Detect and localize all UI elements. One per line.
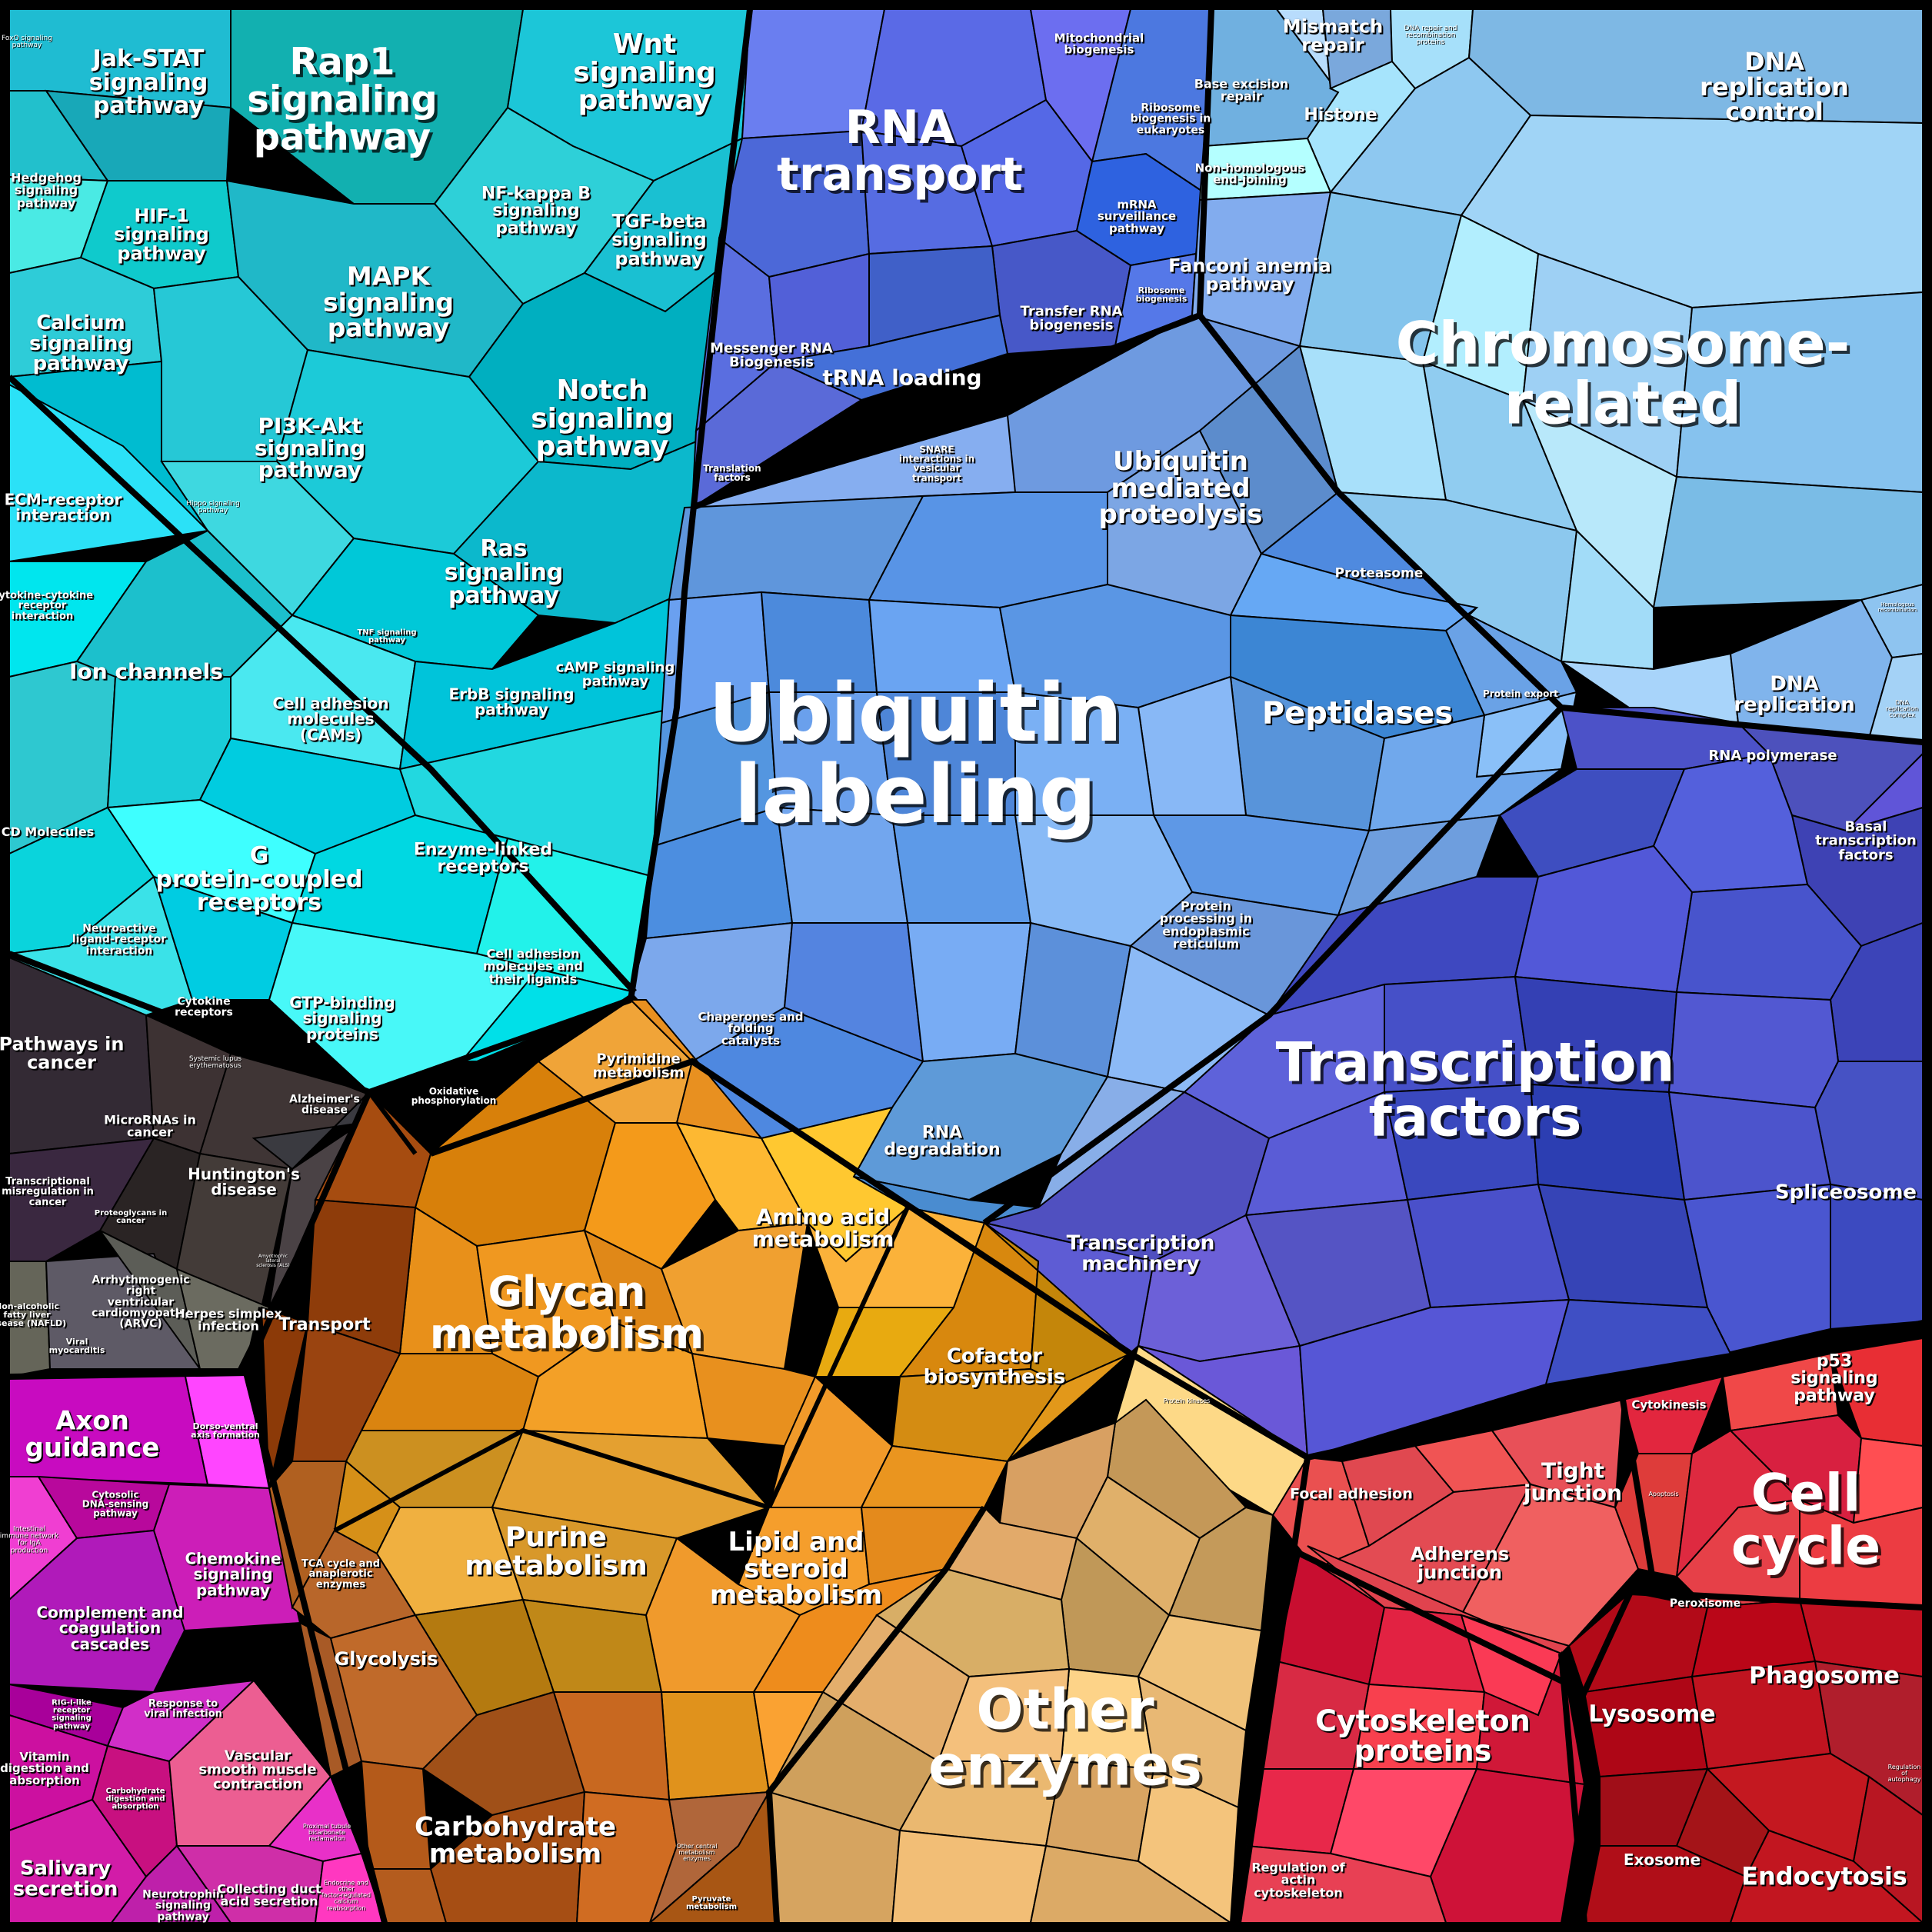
region-disease	[8, 956, 371, 1378]
region-immune	[8, 1371, 386, 1924]
region-ubiquitin	[629, 314, 1578, 1224]
region-other-enzymes	[768, 1344, 1309, 1924]
region-rna	[691, 8, 1213, 509]
region-dna	[1191, 8, 1924, 744]
region-cellular	[1237, 1337, 1925, 1925]
region-signaling	[8, 8, 751, 671]
region-boundaries	[7, 8, 1924, 1924]
region-metabolism	[333, 998, 1139, 1801]
region-central	[260, 1091, 778, 1926]
region-transcription	[981, 707, 1924, 1459]
